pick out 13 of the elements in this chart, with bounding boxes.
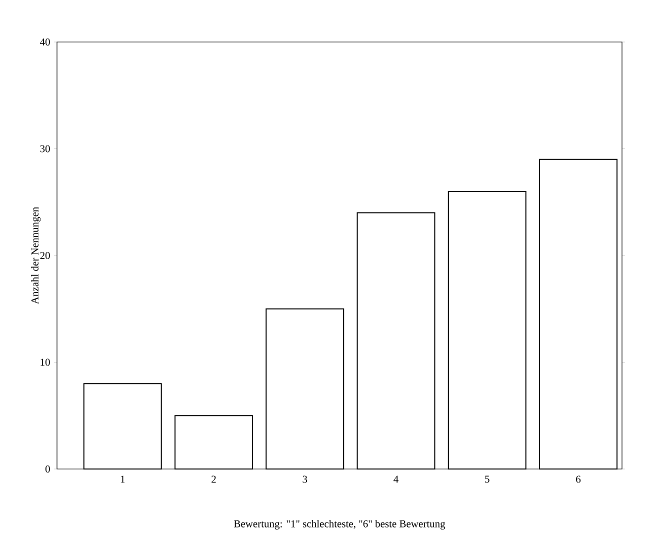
y-tick-label: 30 — [40, 145, 50, 152]
x-tick-label: 5 — [485, 476, 490, 483]
x-tick-label: 2 — [212, 476, 216, 483]
y-tick-label: 40 — [40, 38, 50, 46]
x-axis-title: Bewertung: "1" schlechteste, "6" beste Bewertung — [234, 520, 446, 530]
x-tick-label: 6 — [576, 476, 581, 483]
x-tick-label: 1 — [120, 476, 125, 483]
x-tick-label: 3 — [302, 476, 308, 483]
x-tick-label: 4 — [394, 476, 398, 483]
y-tick-label: 10 — [40, 358, 50, 366]
y-axis-title: Anzahl der Nennungen — [31, 206, 41, 304]
y-tick-label: 0 — [45, 465, 50, 473]
y-tick-label: 20 — [40, 252, 50, 260]
